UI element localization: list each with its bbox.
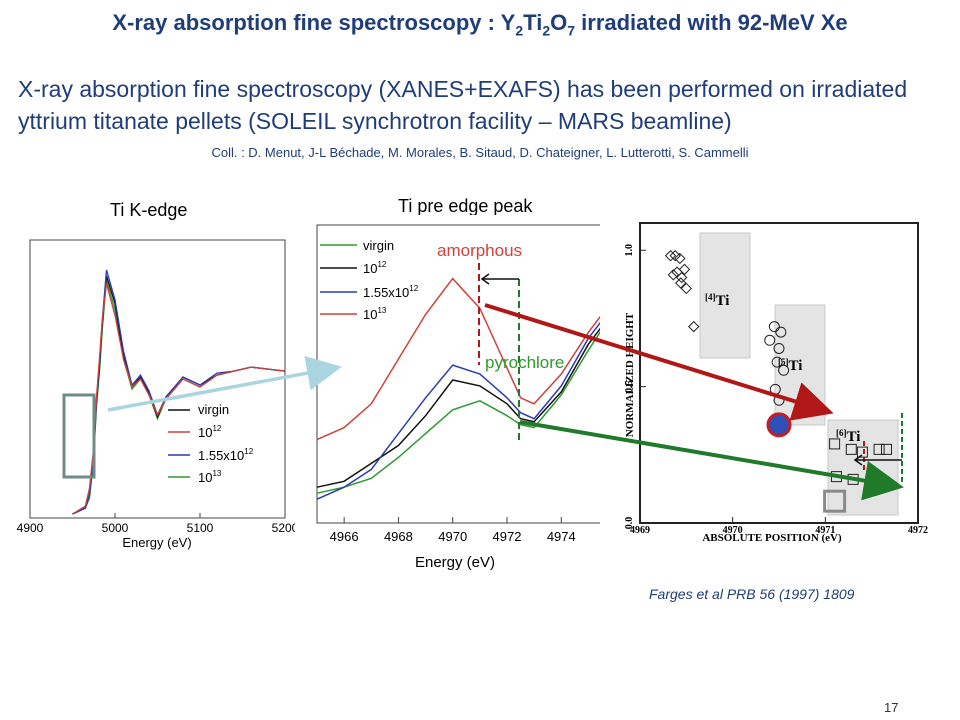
x-tick-label: 4970 [723, 525, 743, 536]
pre-edge-frame [316, 224, 603, 524]
ti-k-edge-ticks: 4900 5000 5100 5200 [17, 513, 295, 535]
x-tick-label: 4972 [493, 529, 522, 544]
x-tick-label: 5200 [272, 521, 295, 535]
zoom-box [62, 393, 96, 479]
shift-arrow-head [480, 273, 490, 285]
y-tick-label: 1.0 [624, 244, 635, 257]
pre-edge-ticks: 4966 4968 4970 4972 4974 [330, 517, 576, 544]
point-diamond [678, 263, 691, 276]
x-tick-label: 5100 [187, 521, 214, 535]
point-circle [764, 334, 776, 346]
series-line-1 [316, 325, 603, 488]
series-line-2 [316, 319, 603, 500]
intro-line-2: yttrium titanate pellets (SOLEIL synchro… [18, 108, 732, 134]
reference-citation: Farges et al PRB 56 (1997) 1809 [649, 586, 855, 602]
x-tick-label: 4971 [815, 525, 835, 536]
ti-k-edge-legend: virgin 1012 1.55x1012 1013 [168, 402, 254, 485]
legend2-label-virgin: virgin [363, 238, 394, 253]
annotation-amorphous: amorphous [437, 241, 522, 260]
legend-label-virgin: virgin [198, 402, 229, 417]
ti-k-edge-xlabel: Energy (eV) [122, 535, 191, 550]
page-number: 17 [884, 700, 899, 715]
collaborators: Coll. : D. Menut, J-L Béchade, M. Morale… [211, 145, 749, 160]
point-diamond [675, 277, 687, 289]
highlight-amorphous [766, 412, 792, 438]
series-line-3 [72, 283, 286, 515]
x-tick-label: 4969 [630, 525, 650, 536]
x-tick-label: 4974 [547, 529, 576, 544]
annotation-pyrochlore: pyrochlore [485, 353, 564, 372]
series-line-0 [72, 279, 286, 515]
slide-title: X-ray absorption fine spectroscopy : Y2T… [112, 10, 848, 39]
point-diamond [688, 320, 700, 333]
legend2-label-1-55e12: 1.55x1012 [363, 284, 419, 300]
x-tick-label: 4966 [330, 529, 359, 544]
x-tick-label: 4970 [438, 529, 467, 544]
x-tick-label: 4900 [17, 521, 44, 535]
point-diamond [674, 252, 686, 265]
legend-label-1e13: 1013 [198, 469, 222, 485]
ti-k-edge-chart: 4900 5000 5100 5200 Energy (eV) virgin 1012… [0, 225, 295, 580]
y-tick-label: 0.0 [624, 517, 635, 530]
point-diamond [675, 271, 688, 284]
caption-ti-k-edge: Ti K-edge [110, 200, 188, 220]
intro-line-1: X-ray absorption fine spectroscopy (XANE… [18, 76, 908, 102]
farges-xlabel: ABSOLUTE POSITION (eV) [702, 532, 842, 544]
highlight-pyrochlore [823, 489, 847, 513]
point-diamond [664, 250, 677, 262]
caption-pre-edge: Ti pre edge peak [398, 196, 533, 216]
farges-ylabel: NORMALIZED HEIGHT [624, 312, 636, 437]
x-tick-label: 5000 [102, 521, 129, 535]
pre-edge-chart: 4966 4968 4970 4972 4974 Energy (eV) virgin … [305, 215, 605, 580]
legend2-label-1e13: 1013 [363, 306, 387, 322]
x-tick-label: 4972 [908, 525, 928, 536]
pre-edge-legend: virgin 1012 1.55x1012 1013 [320, 238, 419, 322]
legend-label-1e12: 1012 [198, 424, 222, 440]
legend2-label-1e12: 1012 [363, 260, 387, 276]
pre-edge-xlabel: Energy (eV) [415, 554, 495, 571]
legend-label-1-55e12: 1.55x1012 [198, 447, 254, 463]
point-diamond [667, 269, 680, 281]
point-diamond [680, 282, 693, 295]
x-tick-label: 4968 [384, 529, 413, 544]
pre-edge-series [316, 277, 603, 500]
